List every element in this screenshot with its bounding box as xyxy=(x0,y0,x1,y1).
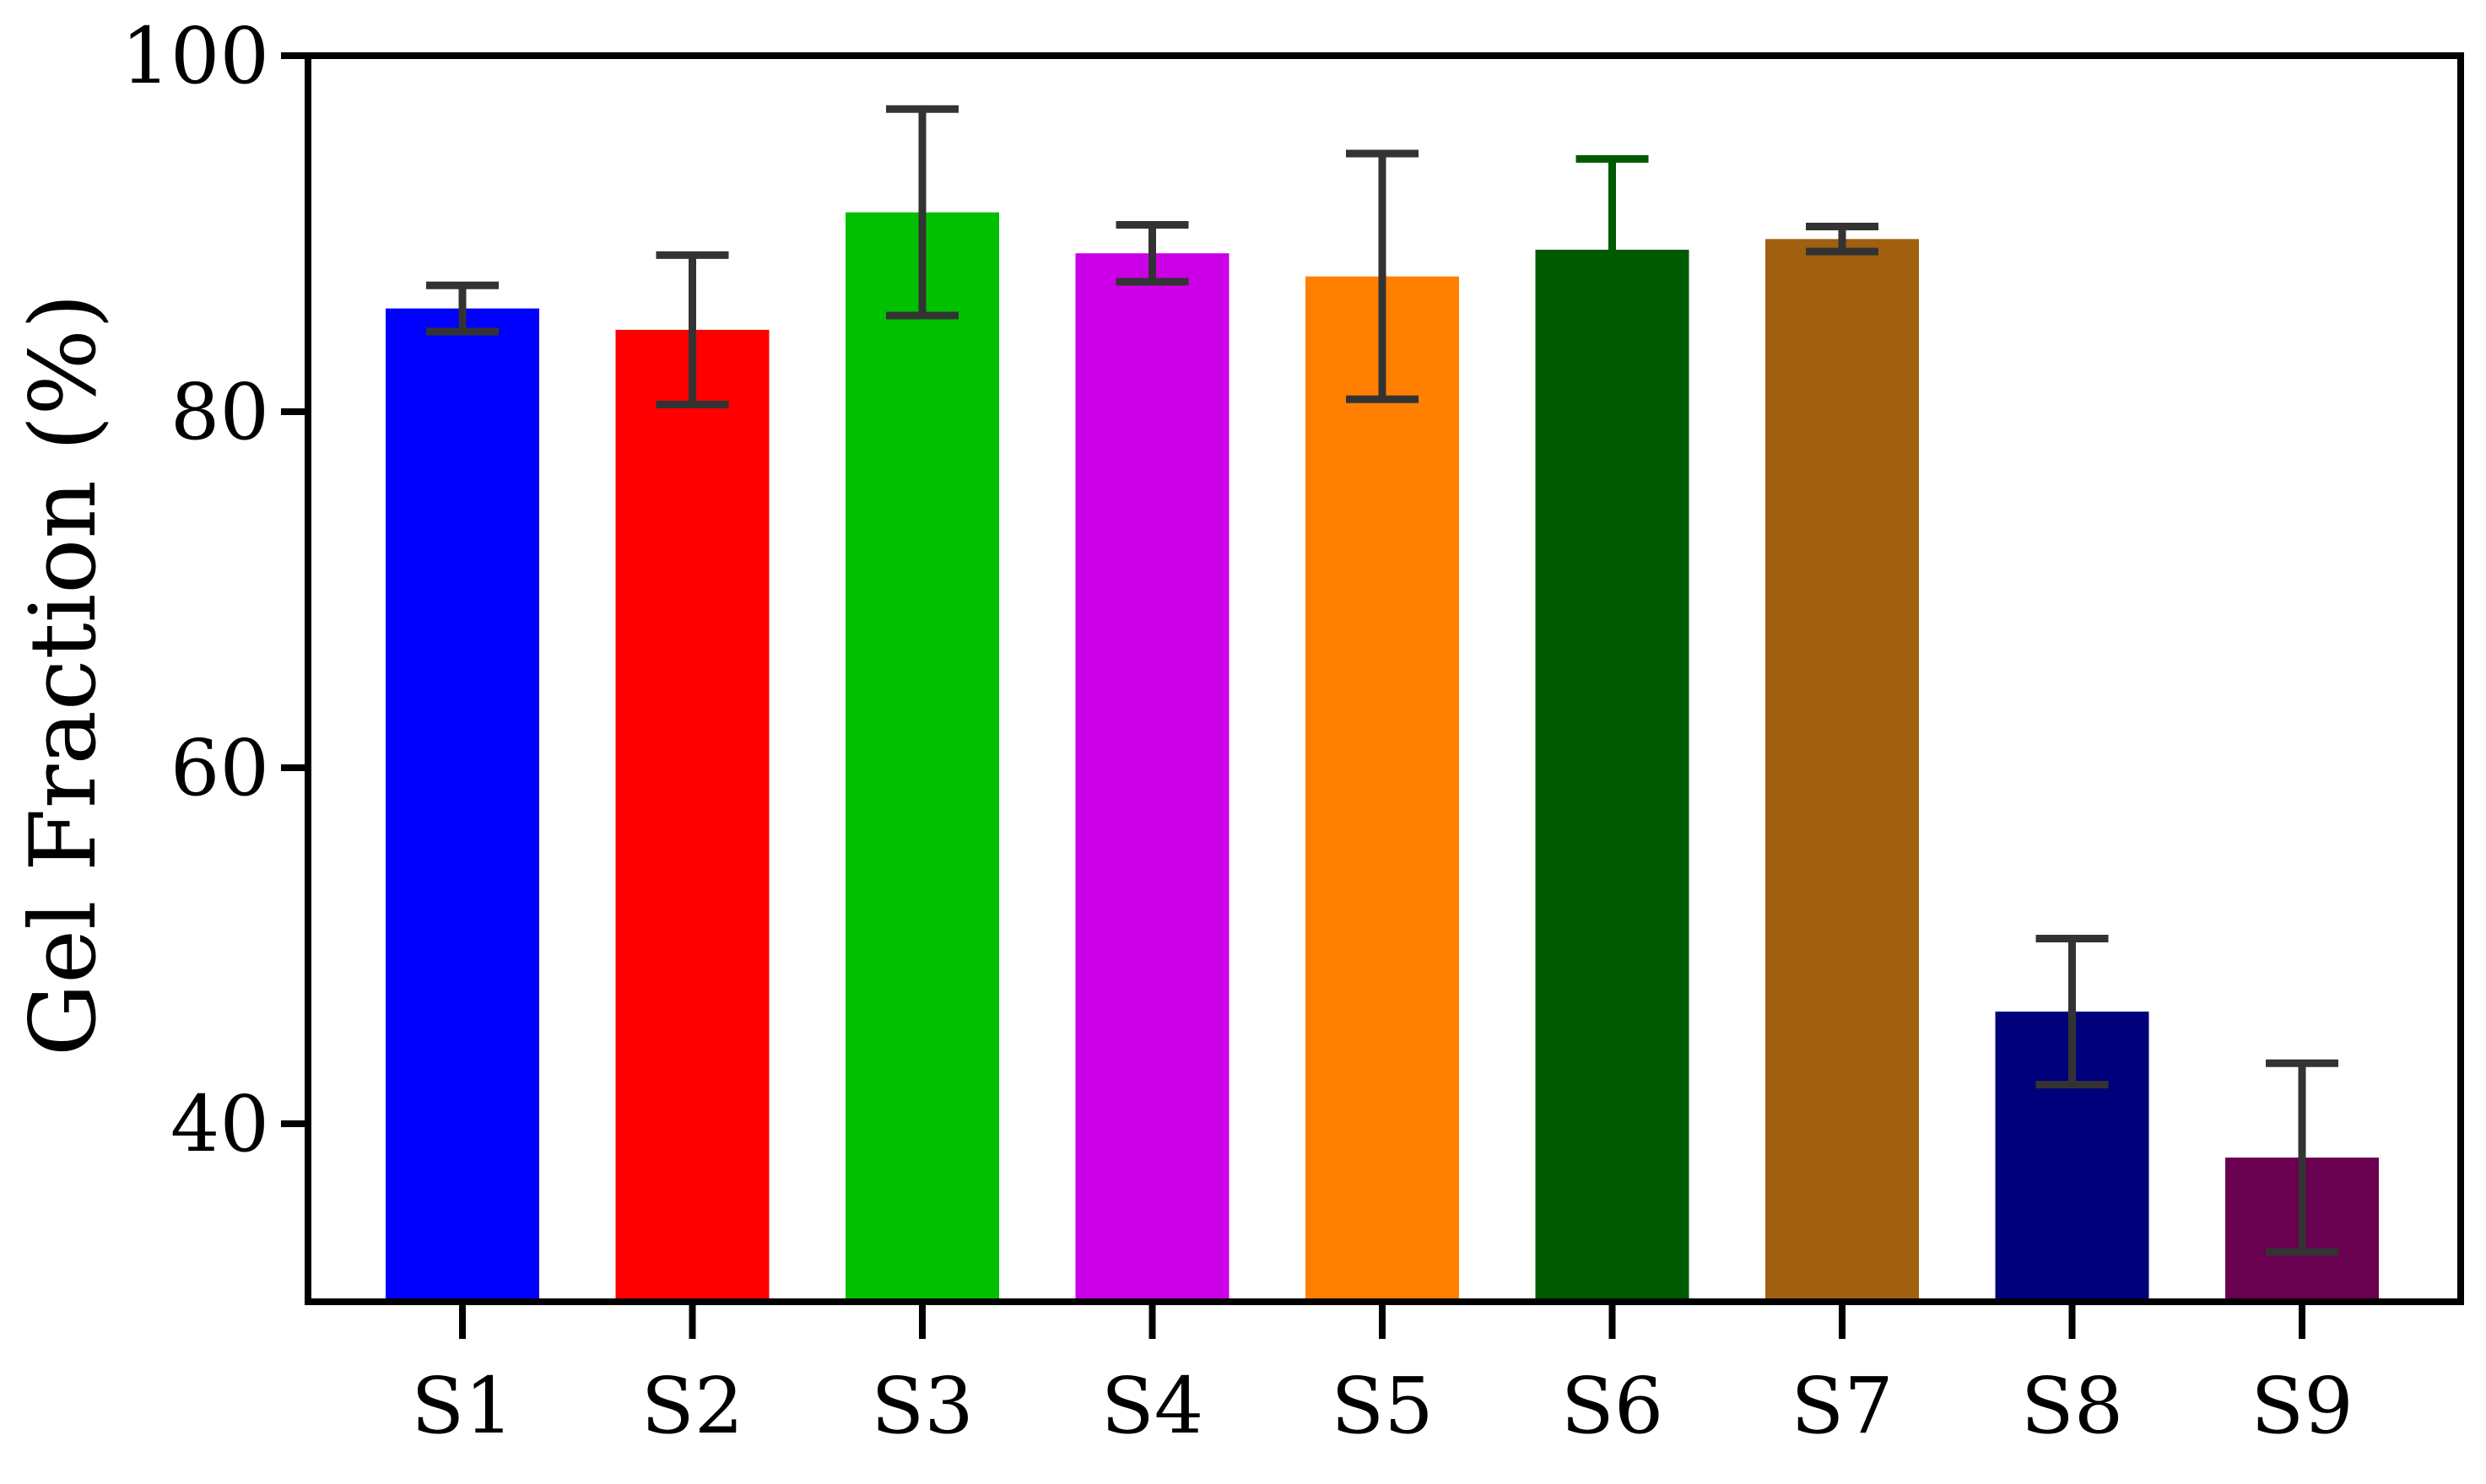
y-tick-label-100: 100 xyxy=(121,11,269,101)
error-bar-s3 xyxy=(886,105,959,320)
x-tick-label-s3: S3 xyxy=(871,1361,974,1451)
x-tick-label-s5: S5 xyxy=(1331,1361,1434,1451)
error-bar-s4 xyxy=(1116,220,1189,286)
y-tick-label-40: 40 xyxy=(170,1079,269,1169)
bar-s2 xyxy=(615,329,770,1303)
y-axis-title: Gel Fraction (%) xyxy=(11,294,116,1056)
bar-s6 xyxy=(1535,249,1689,1302)
bar-s1 xyxy=(386,308,539,1302)
y-tick-label-60: 60 xyxy=(170,723,269,813)
x-tick-label-s8: S8 xyxy=(2021,1361,2124,1451)
error-bar-s2 xyxy=(656,251,729,409)
axes-layer xyxy=(281,52,2464,1339)
error-bar-s6 xyxy=(1575,154,1649,345)
error-bar-s8 xyxy=(2035,935,2109,1089)
error-bar-s5 xyxy=(1346,149,1419,403)
bar-s7 xyxy=(1765,239,1919,1303)
error-bar-s9 xyxy=(2266,1059,2338,1256)
x-tick-label-s6: S6 xyxy=(1561,1361,1664,1451)
x-tick-label-s2: S2 xyxy=(641,1361,744,1451)
x-tick-label-s7: S7 xyxy=(1791,1361,1894,1451)
bar-s4 xyxy=(1075,253,1229,1303)
y-tick-label-80: 80 xyxy=(170,367,269,457)
bar-s3 xyxy=(846,212,999,1303)
x-tick-label-s4: S4 xyxy=(1101,1361,1204,1451)
x-tick-label-s1: S1 xyxy=(411,1361,514,1451)
bars-layer xyxy=(386,212,2379,1303)
tick-labels-layer: 40 60 80 100 S1 S2 S3 S4 S5 S6 S7 S8 S9 xyxy=(121,11,2353,1451)
error-bar-s1 xyxy=(426,281,499,336)
x-tick-label-s9: S9 xyxy=(2251,1361,2354,1451)
error-bars-layer xyxy=(426,105,2338,1256)
bar-s5 xyxy=(1305,276,1459,1302)
error-bar-s7 xyxy=(1806,223,1878,256)
